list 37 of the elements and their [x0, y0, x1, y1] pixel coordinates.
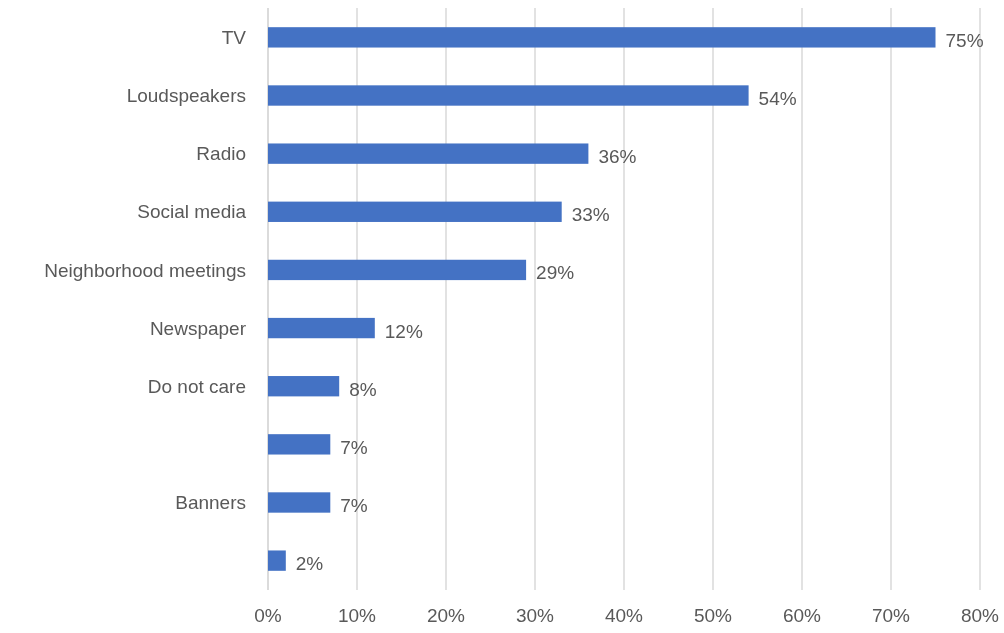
x-tick-label: 20%	[426, 605, 466, 626]
bar	[268, 376, 340, 397]
x-tick-label: 60%	[782, 605, 822, 626]
y-tick-label: Do not care	[147, 375, 246, 397]
x-tick-label: 30%	[515, 605, 555, 626]
y-tick-label: Neighborhood meetings	[44, 259, 246, 281]
y-tick-label: Banners	[175, 492, 246, 514]
y-tick-label: TV	[221, 27, 247, 49]
x-tick-label: 50%	[693, 605, 733, 626]
bar	[268, 143, 589, 164]
y-tick-label: Newspaper	[149, 317, 247, 339]
data-label: 75%	[945, 29, 984, 51]
y-tick-label: Loudspeakers	[126, 85, 246, 107]
x-tick-label: 10%	[337, 605, 377, 626]
x-tick-label: 80%	[960, 605, 1000, 626]
data-label: 33%	[571, 204, 610, 226]
y-tick-label: Radio	[196, 143, 246, 165]
data-label: 36%	[598, 146, 637, 168]
data-label: 54%	[758, 88, 797, 109]
bar	[268, 434, 331, 455]
data-label: 29%	[536, 262, 575, 284]
data-label: 7%	[340, 495, 368, 516]
bar	[268, 27, 936, 48]
bar	[268, 259, 527, 281]
data-label: 8%	[349, 378, 377, 400]
bar	[268, 85, 749, 106]
data-label: 2%	[295, 553, 324, 575]
data-label: 7%	[340, 436, 368, 458]
bar	[268, 201, 562, 222]
x-tick-label: 0%	[254, 605, 282, 626]
bar	[268, 550, 286, 571]
x-tick-label: 70%	[871, 605, 911, 626]
data-label: 12%	[384, 320, 423, 342]
bar	[268, 317, 375, 339]
x-tick-label: 40%	[604, 605, 644, 626]
y-tick-label: Social media	[137, 201, 247, 223]
bar	[268, 492, 331, 513]
